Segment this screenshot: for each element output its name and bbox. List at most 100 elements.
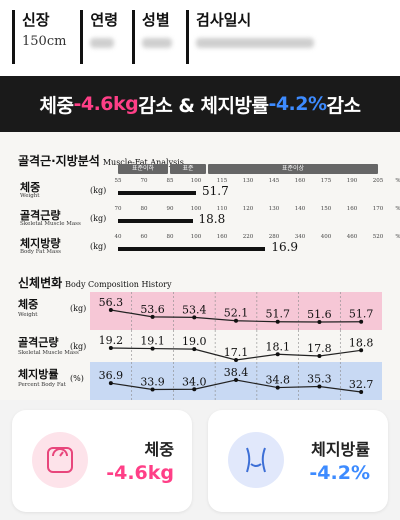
card-fat: 체지방률 -4.2% bbox=[208, 410, 388, 512]
mf-tick-label: 160 bbox=[346, 206, 358, 212]
mf-tick-label: 220 bbox=[242, 234, 254, 240]
hist-value-label: 17.8 bbox=[307, 342, 332, 355]
hist-point bbox=[108, 381, 113, 386]
banner-end-text: 감소 bbox=[326, 94, 361, 117]
mf-row-fat: 체지방량 Body Fat Mass (kg) 40 60 80 100 160 220 2… bbox=[18, 234, 400, 262]
range-below: 표준이하 bbox=[118, 164, 168, 174]
mf-tick-label: 80 bbox=[166, 234, 174, 240]
banner-weight-label: 체중 bbox=[39, 94, 74, 117]
hist-value-label: 56.3 bbox=[99, 296, 124, 309]
banner-middle-text: 감소 & 체지방률 bbox=[138, 94, 269, 117]
mf-tick-label: 140 bbox=[294, 206, 306, 212]
hist-value-label: 35.3 bbox=[307, 373, 332, 386]
hist-point bbox=[275, 319, 280, 324]
hist-muscle-chart: 19.2 19.1 19.0 17.1 18.1 17.8 18.8 bbox=[99, 330, 374, 368]
body-icon bbox=[228, 432, 284, 488]
info-sex-blurred bbox=[142, 30, 173, 52]
hist-point bbox=[359, 348, 364, 353]
hist-row-fat: 체지방률 Percent Body Fat (%) 36.9 33.9 34.0 38… bbox=[18, 362, 388, 400]
mf-fat-value: 16.9 bbox=[271, 240, 299, 254]
mf-tick-label: 100 bbox=[190, 206, 202, 212]
mf-tick-label: 55 bbox=[114, 178, 122, 184]
hist-value-label: 51.7 bbox=[349, 308, 374, 321]
mf-tick-label: 160 bbox=[294, 178, 306, 184]
mf-weight-value: 51.7 bbox=[202, 184, 229, 198]
hist-point bbox=[275, 352, 280, 357]
hist-value-label: 51.7 bbox=[265, 308, 290, 321]
info-date-label: 검사일시 bbox=[196, 11, 252, 29]
hist-value-label: 32.7 bbox=[349, 378, 374, 391]
mf-weight-bar bbox=[118, 191, 196, 195]
hist-muscle-sub: Skeletal Muscle Mass bbox=[18, 350, 79, 356]
mf-row-muscle: 골격근량 Skeletal Muscle Mass (kg) 70 80 90 100… bbox=[18, 206, 400, 234]
info-height: 신장 150cm bbox=[12, 10, 66, 64]
summary-cards: 체중 -4.6kg 체지방률 -4.2% bbox=[0, 400, 400, 520]
mf-tick-label: 160 bbox=[216, 234, 228, 240]
info-sex: 성별 bbox=[132, 10, 173, 64]
hist-point bbox=[108, 346, 113, 350]
hist-point bbox=[234, 378, 238, 382]
mf-muscle-unit: (kg) bbox=[90, 214, 107, 223]
hist-value-label: 17.1 bbox=[224, 346, 249, 359]
mf-fat-unit: (kg) bbox=[90, 242, 107, 251]
hist-fat-unit: (%) bbox=[70, 374, 84, 383]
hist-point bbox=[150, 314, 155, 319]
hist-value-label: 19.1 bbox=[140, 335, 165, 348]
hist-muscle-unit: (kg) bbox=[70, 342, 87, 351]
mf-tick-label: 110 bbox=[216, 206, 228, 212]
mf-tick-label: 100 bbox=[190, 178, 202, 184]
hist-point bbox=[317, 354, 322, 358]
mf-muscle-label: 골격근량 bbox=[20, 209, 61, 222]
mf-tick-label: 170 bbox=[372, 206, 384, 212]
mf-tick-label: 460 bbox=[346, 234, 358, 240]
hist-weight-band bbox=[90, 292, 382, 330]
mf-tick-label: 80 bbox=[140, 206, 148, 212]
mf-fat-sub: Body Fat Mass bbox=[20, 249, 61, 255]
range-above: 표준이상 bbox=[208, 164, 378, 174]
hist-value-label: 34.8 bbox=[265, 374, 290, 387]
banner-fat-value: -4.2% bbox=[268, 93, 327, 115]
hist-value-label: 34.0 bbox=[182, 375, 207, 388]
hist-value-label: 36.9 bbox=[99, 369, 124, 382]
mf-row-weight: 체중 Weight (kg) 55 70 85 100 115 130 145 160 175 1… bbox=[18, 178, 400, 206]
mf-weight-unit: (kg) bbox=[90, 186, 107, 195]
hist-weight-chart: 56.3 53.6 53.4 52.1 51.7 51.6 51.7 bbox=[99, 292, 374, 330]
inbody-sheet: 골격근·지방분석 Muscle-Fat Analysis 표준이하 표준 표준이상… bbox=[0, 132, 400, 400]
hist-point bbox=[234, 318, 238, 323]
history-title: 신체변화 Body Composition History bbox=[18, 276, 172, 290]
info-header: 신장 150cm 연령 성별 검사일시 bbox=[0, 0, 400, 76]
mf-weight-label: 체중 bbox=[20, 181, 41, 194]
mf-weight-ticks: 55 70 85 100 115 130 145 160 175 190 205% bbox=[114, 178, 400, 188]
mf-fat-ticks: 40 60 80 100 160 220 280 340 400 460 520% bbox=[115, 234, 400, 244]
mf-tick-label: 205 bbox=[372, 178, 384, 184]
mf-muscle-bar bbox=[118, 219, 193, 223]
mf-tick-label: 100 bbox=[190, 234, 202, 240]
hist-value-label: 19.2 bbox=[99, 334, 124, 347]
info-age: 연령 bbox=[80, 10, 118, 64]
card-weight: 체중 -4.6kg bbox=[12, 410, 192, 512]
info-date: 검사일시 bbox=[186, 10, 315, 64]
hist-value-label: 53.4 bbox=[182, 303, 207, 316]
hist-point bbox=[150, 387, 155, 392]
banner-weight-value: -4.6kg bbox=[73, 93, 139, 115]
result-banner: 체중 -4.6kg 감소 & 체지방률 -4.2% 감소 bbox=[0, 76, 400, 132]
mf-tick-label: 520 bbox=[372, 234, 384, 240]
info-sex-label: 성별 bbox=[142, 11, 170, 29]
info-height-value: 150cm bbox=[22, 34, 67, 49]
info-date-blurred bbox=[196, 30, 315, 52]
card-fat-label: 체지방률 bbox=[311, 440, 370, 459]
mf-tick-label: 150 bbox=[320, 206, 332, 212]
scale-icon bbox=[32, 432, 88, 488]
hist-value-label: 18.8 bbox=[349, 336, 374, 349]
hist-value-label: 33.9 bbox=[140, 375, 165, 388]
hist-row-muscle: 골격근량 Skeletal Muscle Mass (kg) 19.2 19.1 1… bbox=[18, 330, 388, 368]
range-normal: 표준 bbox=[170, 164, 206, 174]
mf-tick-label: 130 bbox=[268, 206, 280, 212]
mf-muscle-ticks: 70 80 90 100 110 120 130 140 150 160 170% bbox=[115, 206, 400, 216]
mf-tick-label: 175 bbox=[320, 178, 332, 184]
mf-fat-label: 체지방량 bbox=[20, 237, 61, 250]
info-age-label: 연령 bbox=[90, 11, 119, 29]
hist-point bbox=[192, 347, 197, 352]
card-weight-value: -4.6kg bbox=[106, 462, 174, 484]
hist-value-label: 19.0 bbox=[182, 335, 207, 348]
